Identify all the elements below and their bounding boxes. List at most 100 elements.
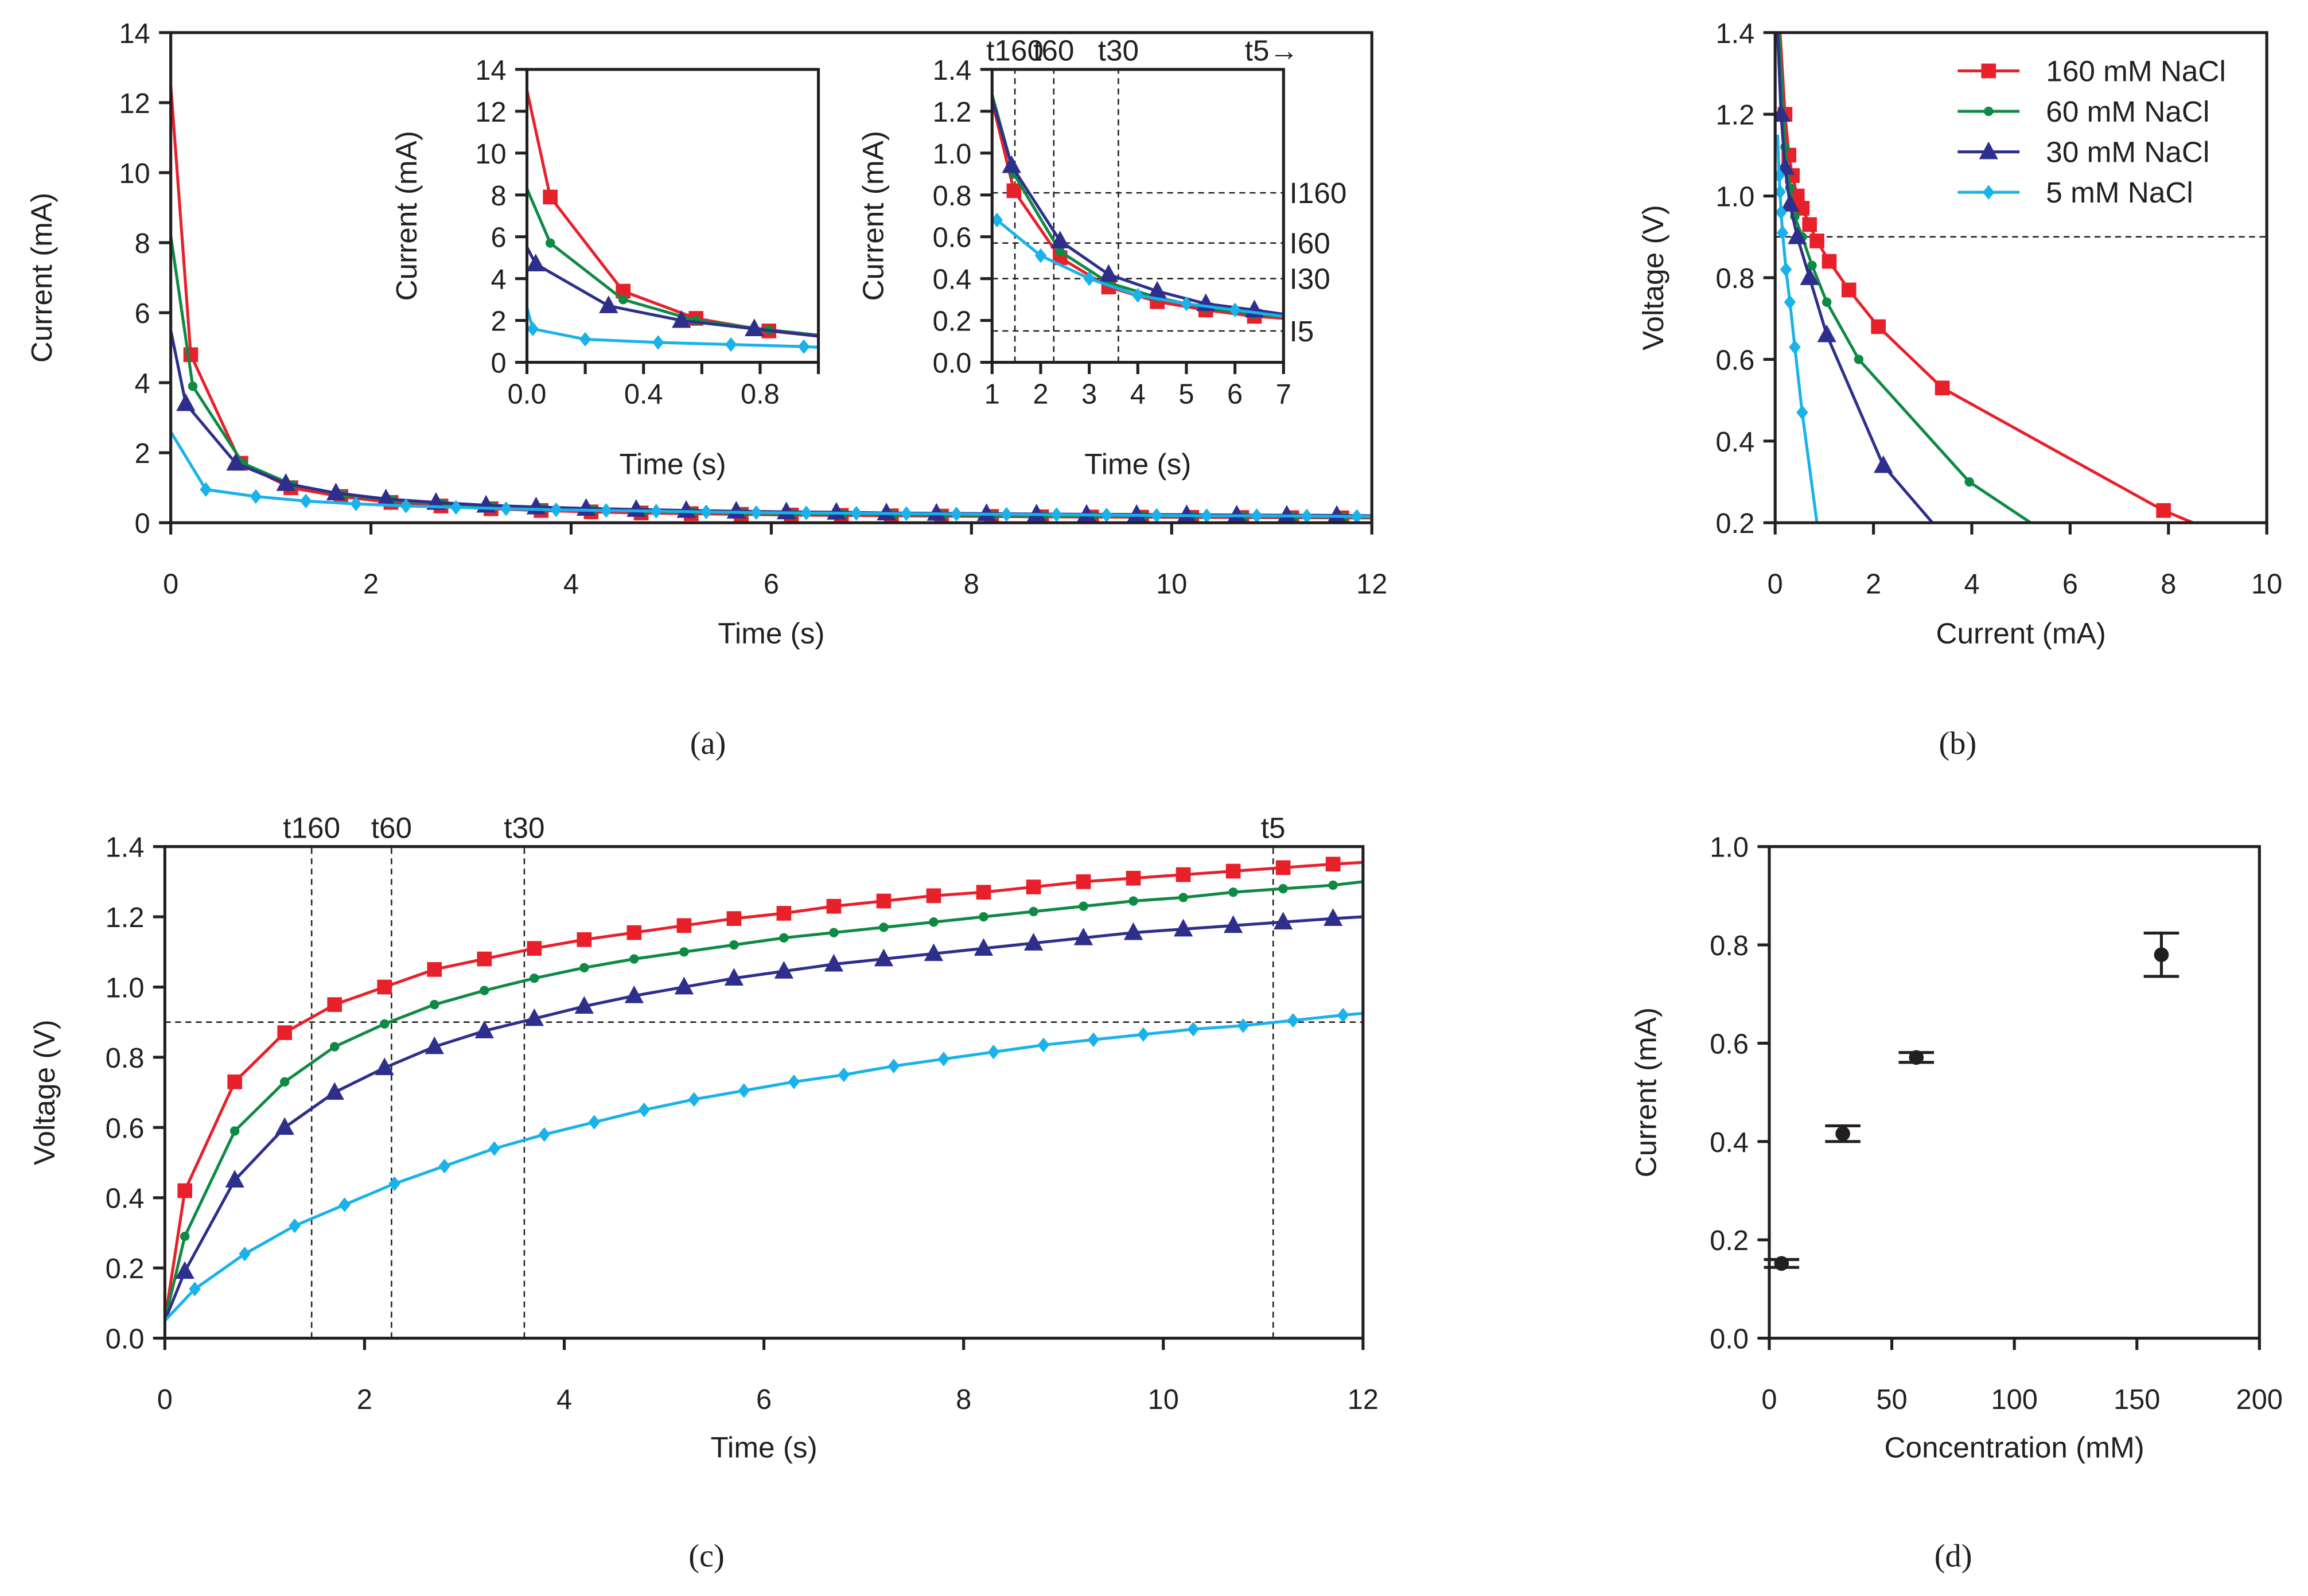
x-axis-label: Current (mA) xyxy=(1936,617,2105,650)
y-tick-label: 4 xyxy=(135,368,150,399)
data-point-triangle xyxy=(1002,155,1021,173)
data-point-diamond xyxy=(652,335,664,350)
chart-panel-d: 0 50 100 150 200 0.0 0.2 0.4 0.6 0.8 1.0 Concentrat… xyxy=(1629,832,2283,1574)
data-point-square xyxy=(1809,233,1824,248)
series-line-30mM xyxy=(170,330,1372,517)
data-point-diamond xyxy=(1796,405,1808,420)
data-point-diamond xyxy=(987,1044,1000,1060)
data-point-triangle xyxy=(1099,264,1119,282)
guide-label: t60 xyxy=(371,811,412,844)
data-point-diamond xyxy=(992,212,1003,228)
series-line-60mM xyxy=(992,94,1284,318)
data-point-square xyxy=(1176,867,1191,882)
data-point-square xyxy=(1006,183,1022,198)
data-point-diamond xyxy=(650,504,663,519)
x-tick-label: 0 xyxy=(163,569,178,600)
y-tick-label: 2 xyxy=(491,306,506,337)
y-tick-label: 0.8 xyxy=(1710,931,1749,962)
data-point-circle xyxy=(1029,906,1038,917)
data-point-triangle xyxy=(1327,505,1346,523)
data-point-diamond xyxy=(1201,508,1213,523)
y-tick-label: 1.0 xyxy=(106,972,145,1003)
data-point-diamond xyxy=(1775,168,1785,183)
data-point-diamond xyxy=(250,489,262,504)
y-tick-label: 1.2 xyxy=(1716,100,1755,131)
y-tick-label: 0.8 xyxy=(1716,263,1755,294)
data-point-diamond xyxy=(1251,508,1263,523)
data-point-triangle xyxy=(1127,504,1146,522)
data-point-diamond xyxy=(189,1282,201,1297)
x-tick-label: 2 xyxy=(363,569,379,600)
data-point xyxy=(1774,1256,1789,1271)
data-point-circle xyxy=(480,986,489,995)
data-point-diamond xyxy=(1050,507,1062,523)
x-tick-label: 6 xyxy=(764,569,779,600)
data-point-square xyxy=(976,885,991,900)
data-point-diamond xyxy=(338,1197,351,1212)
data-point-square xyxy=(327,997,342,1012)
data-point-diamond xyxy=(800,505,812,520)
series-line-30mM xyxy=(992,98,1284,316)
data-point-diamond xyxy=(1001,507,1013,522)
series-line-60mM xyxy=(165,880,1363,1321)
y-tick-label: 0.4 xyxy=(1710,1127,1749,1158)
axes-frame xyxy=(163,845,1365,1340)
guide-label: t5→ xyxy=(1245,34,1299,67)
data-point-diamond xyxy=(500,501,512,516)
x-tick-label: 4 xyxy=(1964,569,1979,600)
data-point-triangle xyxy=(624,985,644,1003)
y-tick-label: 0.2 xyxy=(106,1254,145,1284)
x-tick-label: 200 xyxy=(2236,1384,2283,1415)
axes-frame xyxy=(990,68,1285,364)
y-tick-label: 1.2 xyxy=(933,97,972,128)
data-point-triangle xyxy=(1273,912,1293,930)
x-tick-label: 50 xyxy=(1876,1384,1907,1415)
plot-area xyxy=(992,94,1284,324)
data-point-triangle xyxy=(375,1057,394,1076)
data-point-triangle xyxy=(599,295,618,313)
guide-label: I30 xyxy=(1290,263,1330,295)
y-tick-label: 0.8 xyxy=(106,1043,145,1074)
data-point-triangle xyxy=(1277,505,1297,523)
y-tick-label: 10 xyxy=(119,158,150,189)
guide-label: t160 xyxy=(283,811,340,844)
data-point-diamond xyxy=(1784,294,1796,310)
data-point-circle xyxy=(1807,260,1817,270)
data-point-circle xyxy=(729,940,739,950)
legend-label: 5 mM NaCl xyxy=(2046,176,2193,209)
x-tick-label: 7 xyxy=(1276,379,1291,410)
data-point-square xyxy=(1126,870,1141,886)
y-tick-label: 1.2 xyxy=(106,902,145,933)
data-point-triangle xyxy=(1027,503,1046,521)
data-point-circle xyxy=(1178,893,1188,902)
series-line-160mM xyxy=(165,861,1363,1321)
data-point-triangle xyxy=(1817,324,1836,342)
data-point-triangle xyxy=(326,482,346,501)
data-point-triangle xyxy=(1223,915,1243,933)
data-point-diamond xyxy=(850,505,862,521)
y-tick-label: 0.6 xyxy=(1710,1029,1749,1060)
data-point-square xyxy=(1076,874,1091,889)
y-axis-label: Current (mA) xyxy=(857,131,889,301)
data-point-triangle xyxy=(877,503,896,520)
y-tick-label: 6 xyxy=(491,223,506,254)
x-tick-label: 10 xyxy=(1148,1384,1179,1415)
data-point-triangle xyxy=(676,500,696,518)
y-tick-label: 1.4 xyxy=(106,832,145,863)
data-point-triangle xyxy=(574,996,594,1014)
data-point-triangle xyxy=(672,310,691,328)
data-point-diamond xyxy=(239,1246,251,1262)
data-point-circle xyxy=(1079,901,1088,911)
y-axis-label: Current (mA) xyxy=(25,193,58,363)
data-point-triangle xyxy=(974,938,994,956)
data-point-square xyxy=(377,979,392,995)
plot-area xyxy=(527,89,819,355)
data-point-circle xyxy=(545,238,555,248)
y-tick-label: 2 xyxy=(135,438,150,469)
data-point-square xyxy=(477,951,492,967)
data-point-triangle xyxy=(1050,231,1070,248)
legend: 160 mM NaCl 60 mM NaCl 30 mM NaCl 5 mM NaCl xyxy=(1957,55,2226,209)
data-point-diamond xyxy=(1350,509,1363,523)
y-tick-label: 0.2 xyxy=(1716,508,1755,539)
